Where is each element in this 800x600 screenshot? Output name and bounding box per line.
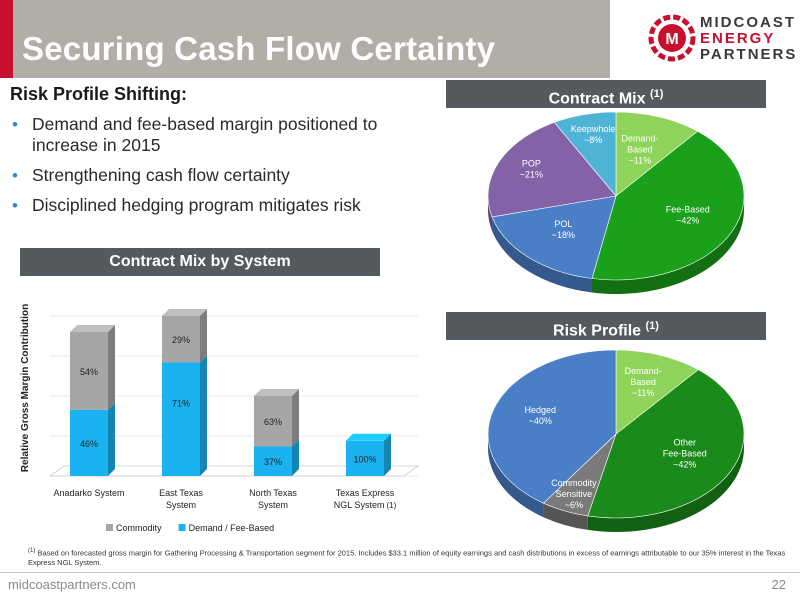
pie-slice	[615, 349, 699, 435]
bar-demand-fee-based	[162, 362, 200, 476]
contract-mix-by-system-chart: Relative Gross Margin Contribution 54% 46%…	[20, 304, 420, 533]
bar-top-commodity	[162, 309, 207, 316]
legend-swatch	[178, 524, 186, 531]
bar-value-label-demand-fee-based: 46%	[80, 439, 98, 449]
bullet-icon: •	[12, 196, 18, 215]
pie-slice	[553, 111, 617, 197]
x-axis-footnote-ref: (1)	[386, 501, 396, 510]
pie-slice-label: Demand-Based ~11%	[625, 366, 662, 398]
pie-slice-label: Fee-Based ~42%	[666, 205, 710, 226]
contract-mix-by-system-title: Contract Mix by System	[109, 253, 291, 270]
bar-side-demand-fee-based	[200, 355, 207, 476]
legend-swatch	[106, 524, 113, 531]
bar-top-commodity	[70, 325, 115, 332]
bar-commodity	[70, 332, 108, 410]
bar-value-label-demand-fee-based: 71%	[172, 398, 190, 408]
bar-value-label-demand-fee-based: 37%	[264, 457, 282, 467]
bar-side-commodity	[200, 309, 207, 363]
bar-value-label-demand-fee-based: 100%	[353, 454, 376, 464]
pie-slice-side	[543, 503, 588, 530]
bullet-item: • Disciplined hedging program mitigates r…	[10, 195, 440, 216]
pie-slice-label: Keepwhole ~8%	[571, 124, 616, 145]
bar-demand-fee-based	[254, 446, 292, 476]
footer-divider	[0, 572, 800, 573]
bar-side-commodity	[292, 389, 299, 447]
title-band	[0, 0, 610, 78]
pie-slice-side	[592, 196, 744, 294]
x-axis-tick-label: System	[258, 500, 288, 510]
bullet-text: Demand and fee-based margin positioned t…	[32, 114, 378, 155]
contract-mix-title: Contract Mix	[548, 90, 646, 108]
risk-profile-title: Risk Profile	[553, 322, 642, 340]
bullet-icon: •	[12, 115, 18, 134]
pie-slice	[587, 369, 745, 519]
logo-word-3: PARTNERS	[700, 46, 798, 63]
bar-top-demand-fee-based	[346, 433, 391, 441]
bullet-icon: •	[12, 166, 18, 185]
pie-slice-label: Other Fee-Based ~42%	[663, 437, 707, 469]
company-logo: M MIDCOAST ENERGY PARTNERS	[646, 10, 796, 68]
x-axis-tick-label: System	[166, 500, 196, 510]
y-axis-label: Relative Gross Margin Contribution	[20, 304, 31, 472]
contract-mix-footnote-ref: (1)	[649, 88, 664, 100]
risk-profile-heading: Risk Profile Shifting:	[10, 84, 188, 104]
logo-mark-icon: M	[648, 14, 696, 62]
bar-value-label-commodity: 54%	[80, 367, 98, 377]
bar-value-label-commodity: 29%	[172, 335, 190, 345]
bar-side-commodity	[108, 325, 115, 410]
x-axis-tick-label: NGL System (1)	[334, 500, 397, 510]
pie-slice	[487, 349, 617, 504]
bullet-item: • Demand and fee-based margin positioned …	[10, 114, 440, 156]
risk-profile-footnote-ref: (1)	[645, 320, 659, 332]
pie-slice-side	[488, 434, 544, 518]
risk-profile-header: Risk Profile (1)	[446, 312, 766, 340]
pie-slice-side	[587, 434, 744, 532]
footnote-text: Based on forecasted gross margin for Gat…	[28, 548, 786, 567]
pie-slice	[591, 130, 745, 281]
pie-slice-side	[488, 196, 493, 231]
page-title: Securing Cash Flow Certainty	[22, 30, 496, 67]
bar-side-demand-fee-based	[292, 439, 299, 476]
pie-slice-label: Demand-Based ~11%	[621, 134, 658, 166]
contract-mix-by-system-header: Contract Mix by System	[20, 248, 380, 276]
risk-profile-pie-chart: Demand-Based ~11% Other Fee-Based ~42% Commod…	[487, 349, 745, 532]
legend-label: Demand / Fee-Based	[189, 523, 275, 533]
footnote: (1) Based on forecasted gross margin for…	[28, 547, 786, 567]
x-axis-tick-label: North Texas	[249, 488, 297, 498]
x-axis-tick-label: Texas Express	[336, 488, 395, 498]
bar-side-demand-fee-based	[384, 433, 391, 476]
logo-mark-letter: M	[665, 31, 678, 48]
bullet-text: Disciplined hedging program mitigates ri…	[32, 195, 361, 215]
bar-commodity	[254, 396, 292, 447]
pie-slice	[491, 195, 617, 279]
bar-demand-fee-based	[346, 440, 384, 476]
footnote-marker: (1)	[28, 548, 36, 554]
x-axis-tick-label: Anadarko System	[53, 488, 124, 498]
x-axis-tick-label: East Texas	[159, 488, 203, 498]
bar-top-commodity	[254, 389, 299, 396]
bar-side-demand-fee-based	[108, 402, 115, 476]
bar-commodity	[162, 316, 200, 363]
pie-slice-label: Hedged ~40%	[524, 405, 556, 426]
legend-label: Commodity	[116, 523, 162, 533]
pie-slice-label: Commodity Sensitive ~6%	[551, 478, 597, 510]
bullet-text: Strengthening cash flow certainty	[32, 165, 290, 185]
bullet-item: • Strengthening cash flow certainty	[10, 165, 440, 186]
pie-slice	[615, 111, 699, 197]
pie-slice-label: POL ~18%	[552, 219, 575, 240]
pie-slice-label: POP ~21%	[520, 158, 543, 179]
logo-word-2: ENERGY	[700, 30, 776, 47]
page-number: 22	[771, 577, 786, 592]
logo-word-1: MIDCOAST	[700, 14, 796, 31]
footer-website-link[interactable]: midcoastpartners.com	[8, 577, 136, 592]
red-accent-bar	[0, 0, 13, 78]
bar-demand-fee-based	[70, 409, 108, 476]
contract-mix-pie-chart: Demand-Based ~11% Fee-Based ~42% POL ~18% POP ~…	[487, 111, 745, 294]
bullet-list: • Demand and fee-based margin positioned …	[10, 114, 440, 225]
contract-mix-header: Contract Mix (1)	[446, 80, 766, 108]
pie-slice	[487, 122, 617, 218]
bar-value-label-commodity: 63%	[264, 417, 282, 427]
